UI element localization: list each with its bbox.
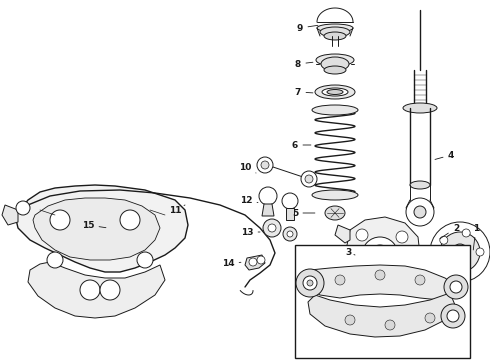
Circle shape [457, 249, 463, 255]
Polygon shape [345, 217, 420, 290]
Circle shape [356, 229, 368, 241]
Circle shape [447, 310, 459, 322]
Ellipse shape [403, 103, 437, 113]
Polygon shape [335, 270, 350, 287]
Circle shape [268, 224, 276, 232]
Circle shape [50, 210, 70, 230]
Ellipse shape [312, 190, 358, 200]
Circle shape [406, 198, 434, 226]
Circle shape [345, 315, 355, 325]
Circle shape [303, 276, 317, 290]
Text: 1: 1 [473, 224, 479, 250]
Circle shape [257, 256, 265, 264]
Circle shape [425, 313, 435, 323]
Text: 5: 5 [292, 208, 315, 217]
Polygon shape [2, 205, 18, 225]
Polygon shape [245, 255, 265, 270]
Circle shape [362, 237, 398, 273]
Circle shape [440, 260, 448, 268]
Bar [295, 245, 470, 358]
Polygon shape [335, 225, 350, 243]
Circle shape [415, 275, 425, 285]
Circle shape [370, 245, 390, 265]
Text: 6: 6 [292, 140, 311, 149]
Circle shape [283, 227, 297, 241]
Text: 12: 12 [240, 195, 258, 204]
Ellipse shape [316, 54, 354, 66]
Ellipse shape [320, 27, 350, 37]
Polygon shape [262, 204, 274, 216]
Circle shape [335, 275, 345, 285]
Ellipse shape [410, 181, 430, 189]
Circle shape [296, 269, 324, 297]
Polygon shape [286, 208, 294, 220]
Circle shape [80, 280, 100, 300]
Circle shape [375, 250, 385, 260]
Circle shape [396, 267, 408, 279]
Circle shape [441, 304, 465, 328]
Text: 2: 2 [440, 224, 459, 239]
Circle shape [462, 229, 470, 237]
Circle shape [307, 280, 313, 286]
Circle shape [305, 175, 313, 183]
Circle shape [430, 222, 490, 282]
Polygon shape [28, 262, 165, 318]
Circle shape [120, 210, 140, 230]
Circle shape [375, 270, 385, 280]
Ellipse shape [317, 24, 353, 32]
Text: 3: 3 [345, 248, 355, 257]
Polygon shape [15, 185, 188, 272]
Ellipse shape [321, 57, 349, 71]
Circle shape [452, 244, 468, 260]
Text: 14: 14 [221, 260, 241, 269]
Ellipse shape [322, 88, 348, 96]
Circle shape [440, 232, 480, 272]
Circle shape [263, 219, 281, 237]
Text: 4: 4 [435, 150, 454, 159]
Circle shape [100, 280, 120, 300]
Polygon shape [308, 293, 455, 337]
Polygon shape [33, 198, 160, 260]
Text: 11: 11 [169, 205, 185, 215]
Circle shape [259, 187, 277, 205]
Circle shape [282, 193, 298, 209]
Ellipse shape [324, 66, 346, 74]
Circle shape [462, 267, 470, 275]
Circle shape [385, 320, 395, 330]
Circle shape [301, 171, 317, 187]
Circle shape [287, 231, 293, 237]
Circle shape [444, 275, 468, 299]
Circle shape [450, 281, 462, 293]
Circle shape [440, 236, 448, 244]
Circle shape [16, 201, 30, 215]
Circle shape [261, 161, 269, 169]
Circle shape [249, 258, 257, 266]
Ellipse shape [325, 206, 345, 220]
Text: 8: 8 [295, 59, 313, 68]
Circle shape [414, 206, 426, 218]
Text: 10: 10 [239, 162, 256, 173]
Ellipse shape [312, 105, 358, 115]
Ellipse shape [327, 90, 343, 95]
Text: 9: 9 [297, 23, 318, 32]
Text: 13: 13 [241, 228, 260, 237]
Circle shape [137, 252, 153, 268]
Circle shape [396, 231, 408, 243]
Ellipse shape [324, 32, 346, 40]
Circle shape [476, 248, 484, 256]
Circle shape [257, 157, 273, 173]
Text: 15: 15 [82, 220, 106, 230]
Ellipse shape [315, 85, 355, 99]
Circle shape [47, 252, 63, 268]
Text: 7: 7 [295, 87, 313, 96]
Polygon shape [307, 265, 455, 300]
